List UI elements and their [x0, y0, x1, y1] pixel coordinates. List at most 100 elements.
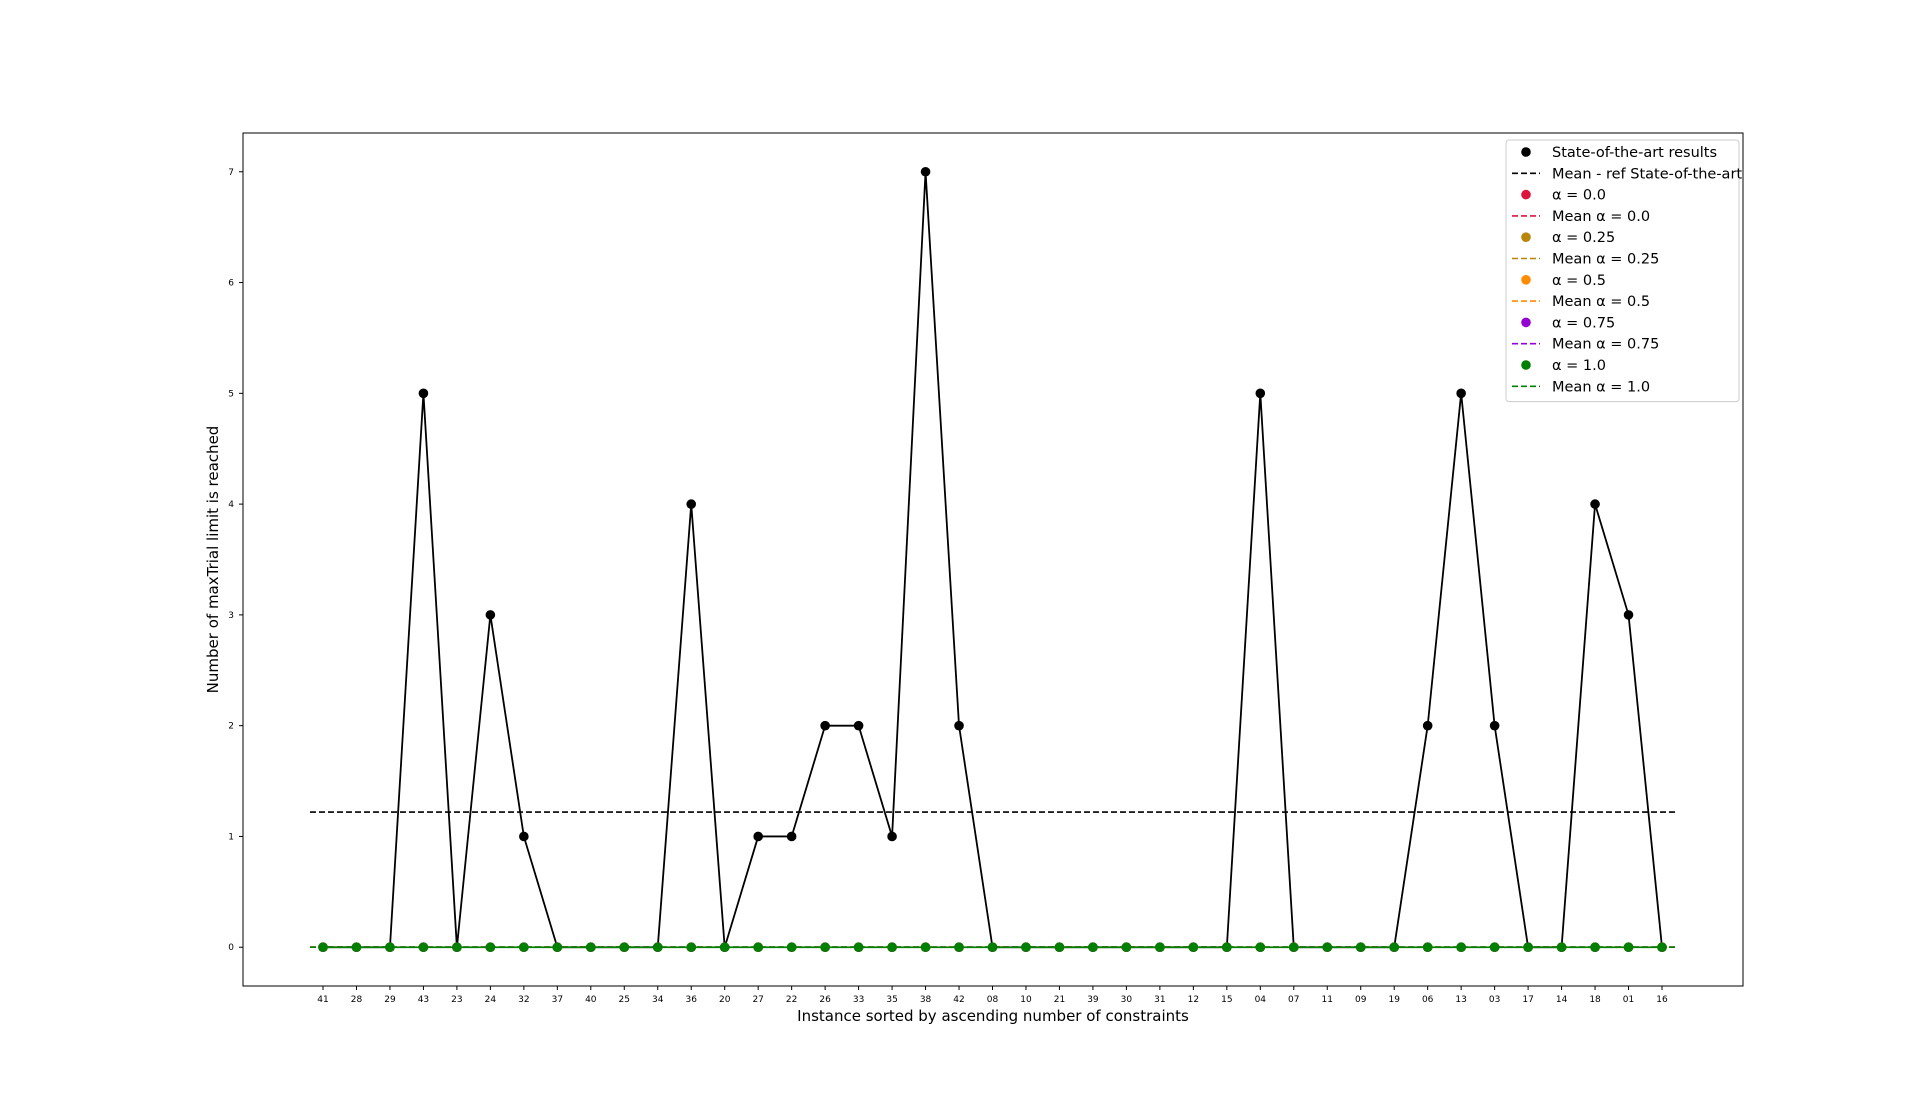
- data-point: [1188, 942, 1199, 953]
- data-point: [1155, 942, 1165, 953]
- x-tick-label: 38: [920, 995, 932, 1005]
- data-point: [1288, 942, 1299, 953]
- data-point: [820, 720, 830, 731]
- data-point: [1121, 942, 1132, 953]
- x-tick-label: 32: [518, 995, 529, 1005]
- legend-marker: [1521, 275, 1531, 285]
- x-tick-label: 35: [886, 995, 897, 1005]
- legend: State-of-the-art results Mean - ref State…: [1505, 139, 1742, 403]
- y-tick-label: 0: [228, 943, 234, 953]
- data-point: [1456, 942, 1466, 953]
- x-tick-label: 33: [853, 995, 864, 1005]
- x-axis-label: Instance sorted by ascending number of c…: [797, 1007, 1189, 1025]
- x-tick-label: 13: [1455, 995, 1466, 1005]
- x-tick-label: 14: [1556, 995, 1568, 1005]
- y-tick-label: 2: [228, 722, 234, 732]
- x-tick-label: 23: [451, 995, 462, 1005]
- x-tick-label: 06: [1422, 995, 1434, 1005]
- data-point: [1556, 942, 1567, 953]
- data-point: [418, 388, 429, 399]
- x-tick-label: 26: [819, 995, 831, 1005]
- x-tick-label: 16: [1656, 995, 1668, 1005]
- x-tick-label: 18: [1589, 995, 1601, 1005]
- y-tick-label: 4: [228, 500, 234, 510]
- x-tick-label: 24: [485, 995, 497, 1005]
- x-tick-label: 03: [1489, 995, 1500, 1005]
- data-point: [719, 942, 730, 953]
- data-point: [1389, 942, 1399, 953]
- x-tick-label: 37: [552, 995, 563, 1005]
- data-point: [452, 942, 462, 953]
- x-tick-label: 28: [351, 995, 363, 1005]
- data-point: [954, 942, 964, 953]
- data-point: [786, 831, 797, 842]
- x-tick-label: 31: [1154, 995, 1165, 1005]
- data-point: [552, 942, 563, 953]
- data-point: [1255, 388, 1266, 399]
- y-tick-label: 3: [228, 611, 234, 621]
- data-point: [1255, 942, 1266, 953]
- x-tick-label: 25: [619, 995, 630, 1005]
- legend-label: α = 0.25: [1552, 230, 1615, 246]
- legend-box: [1505, 139, 1740, 403]
- x-tick-label: 34: [652, 995, 664, 1005]
- legend-label: Mean α = 0.0: [1552, 209, 1650, 225]
- legend-label: α = 1.0: [1552, 358, 1606, 374]
- data-point: [920, 942, 931, 953]
- data-point: [853, 720, 864, 731]
- x-tick-label: 12: [1188, 995, 1199, 1005]
- legend-marker: [1521, 147, 1531, 157]
- x-tick-label: 36: [685, 995, 697, 1005]
- data-point: [1054, 942, 1065, 953]
- data-point: [853, 942, 864, 953]
- x-tick-label: 40: [585, 995, 597, 1005]
- legend-label: α = 0.75: [1552, 315, 1615, 331]
- x-tick-label: 08: [987, 995, 999, 1005]
- data-point: [485, 942, 496, 953]
- data-point: [686, 942, 697, 953]
- data-point: [1456, 388, 1466, 399]
- legend-label: State-of-the-art results: [1552, 145, 1717, 161]
- data-point: [686, 499, 697, 509]
- y-axis-label: Number of maxTrial limit is reached: [204, 426, 222, 694]
- data-point: [920, 166, 931, 177]
- x-tick-label: 01: [1623, 995, 1634, 1005]
- data-point: [1590, 942, 1600, 953]
- x-tick-label: 27: [752, 995, 763, 1005]
- data-point: [1088, 942, 1098, 953]
- series-layer: [310, 166, 1675, 953]
- data-point: [519, 831, 529, 842]
- data-point: [318, 942, 328, 953]
- y-tick-label: 7: [228, 168, 234, 178]
- data-point: [1523, 942, 1533, 953]
- data-point: [1623, 942, 1634, 953]
- x-tick-label: 30: [1121, 995, 1133, 1005]
- data-point: [954, 720, 964, 731]
- data-point: [887, 942, 897, 953]
- x-tick-label: 22: [786, 995, 797, 1005]
- x-tick-label: 04: [1255, 995, 1267, 1005]
- legend-label: α = 0.0: [1552, 188, 1606, 204]
- data-point: [351, 942, 362, 953]
- data-point: [786, 942, 797, 953]
- data-point: [385, 942, 395, 953]
- data-point: [887, 831, 897, 842]
- legend-label: Mean α = 1.0: [1552, 379, 1650, 395]
- data-point: [485, 610, 496, 620]
- data-point: [1590, 499, 1600, 509]
- data-point: [1355, 942, 1366, 953]
- data-point: [418, 942, 429, 953]
- legend-marker: [1521, 360, 1531, 370]
- data-point: [1222, 942, 1232, 953]
- x-tick-label: 20: [719, 995, 731, 1005]
- x-tick-label: 41: [317, 995, 328, 1005]
- data-point: [1422, 942, 1433, 953]
- legend-marker: [1521, 317, 1531, 328]
- x-tick-label: 10: [1020, 995, 1032, 1005]
- y-tick-label: 5: [228, 389, 234, 399]
- y-tick-label: 6: [228, 279, 234, 289]
- data-point: [652, 942, 663, 953]
- data-point: [753, 942, 763, 953]
